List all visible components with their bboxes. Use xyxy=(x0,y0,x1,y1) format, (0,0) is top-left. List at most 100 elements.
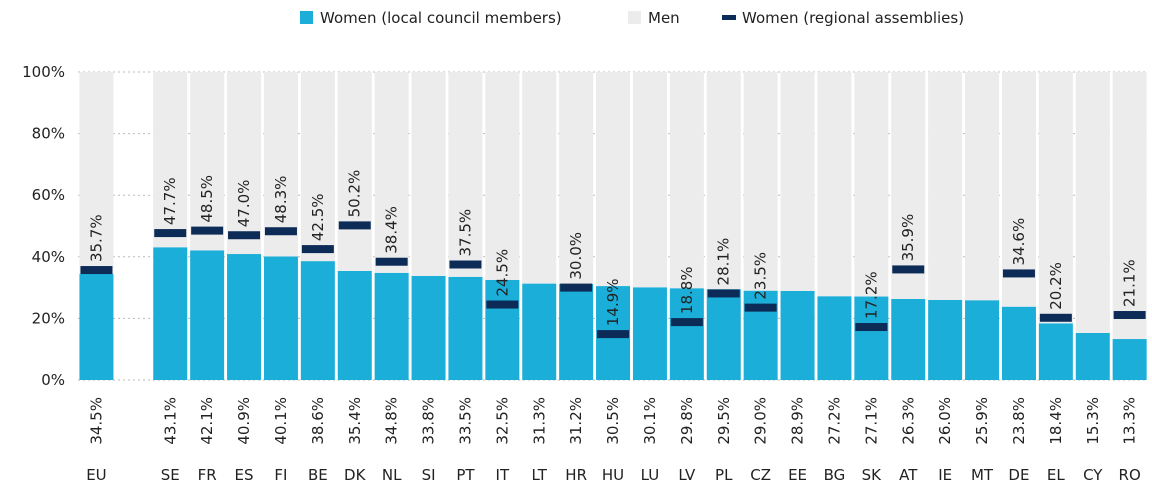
value-label: 38.4% xyxy=(383,206,401,254)
x-tick-label: LT xyxy=(532,466,548,484)
value-label: 18.4% xyxy=(1047,397,1065,445)
x-tick-label: SK xyxy=(862,466,883,484)
x-tick-label: BG xyxy=(824,466,846,484)
bar xyxy=(79,273,114,380)
value-label: 35.7% xyxy=(87,214,105,262)
value-label: 21.1% xyxy=(1121,259,1139,307)
bar xyxy=(153,72,188,248)
value-label: 35.4% xyxy=(346,397,364,445)
marker xyxy=(744,303,777,312)
bar xyxy=(632,72,667,288)
x-tick-label: DK xyxy=(344,466,367,484)
y-tick-label: 60% xyxy=(32,186,65,204)
marker xyxy=(80,266,113,275)
value-label: 33.5% xyxy=(456,397,474,445)
bar xyxy=(1075,72,1110,333)
value-label: 50.2% xyxy=(346,170,364,218)
x-tick-label: PT xyxy=(456,466,475,484)
bar xyxy=(706,72,741,290)
bar xyxy=(891,72,926,299)
x-tick-label: FR xyxy=(198,466,217,484)
x-tick-label: BE xyxy=(308,466,328,484)
bar xyxy=(153,247,188,380)
value-label: 42.1% xyxy=(198,397,216,445)
bar xyxy=(522,72,557,284)
value-label: 17.2% xyxy=(862,271,880,319)
value-label: 48.3% xyxy=(272,176,290,224)
x-tick-label: NL xyxy=(382,466,402,484)
value-label: 35.9% xyxy=(899,214,917,262)
bar xyxy=(263,72,298,257)
x-tick-label: EU xyxy=(86,466,106,484)
bar xyxy=(596,72,631,287)
x-tick-label: AT xyxy=(899,466,918,484)
bar xyxy=(965,72,1000,301)
value-label: 20.2% xyxy=(1047,262,1065,310)
marker xyxy=(301,245,334,254)
bar xyxy=(854,296,889,380)
value-label: 42.5% xyxy=(309,193,327,241)
legend-swatch xyxy=(300,11,313,24)
value-label: 34.8% xyxy=(383,397,401,445)
legend-label: Women (regional assemblies) xyxy=(742,9,964,27)
value-label: 13.3% xyxy=(1121,397,1139,445)
legend-label: Women (local council members) xyxy=(320,9,562,27)
y-tick-label: 80% xyxy=(32,125,65,143)
value-label: 32.5% xyxy=(493,397,511,445)
bar xyxy=(632,287,667,380)
bar xyxy=(965,300,1000,380)
bar xyxy=(743,72,778,291)
bar xyxy=(300,261,335,380)
legend-swatch xyxy=(628,11,641,24)
bar xyxy=(1001,72,1036,307)
y-tick-label: 0% xyxy=(41,371,65,389)
x-tick-label: HU xyxy=(602,466,624,484)
value-label: 34.5% xyxy=(87,397,105,445)
value-label: 29.0% xyxy=(752,397,770,445)
x-tick-label: IE xyxy=(938,466,952,484)
value-label: 31.2% xyxy=(567,397,585,445)
marker xyxy=(449,260,482,269)
marker xyxy=(191,226,224,235)
marker xyxy=(338,221,371,230)
y-tick-label: 40% xyxy=(32,248,65,266)
bar xyxy=(263,256,298,380)
marker xyxy=(264,227,297,236)
x-tick-label: EE xyxy=(788,466,807,484)
marker xyxy=(1002,269,1035,278)
bar xyxy=(227,254,262,380)
bar xyxy=(190,72,225,251)
value-label: 29.8% xyxy=(678,397,696,445)
bar xyxy=(79,72,114,274)
bar xyxy=(448,276,483,380)
value-label: 14.9% xyxy=(604,278,622,326)
bar xyxy=(1075,332,1110,380)
bar xyxy=(817,72,852,297)
x-tick-label: LU xyxy=(641,466,660,484)
marker xyxy=(1039,313,1072,322)
legend-swatch xyxy=(722,15,736,20)
value-label: 43.1% xyxy=(161,397,179,445)
x-tick-label: CZ xyxy=(750,466,771,484)
x-tick-label: IT xyxy=(496,466,510,484)
marker xyxy=(670,318,703,327)
bar xyxy=(1112,72,1147,340)
bar xyxy=(411,72,446,276)
x-tick-label: FI xyxy=(274,466,287,484)
legend-label: Men xyxy=(648,9,680,27)
value-label: 33.8% xyxy=(420,397,438,445)
marker xyxy=(855,323,888,332)
bar xyxy=(891,298,926,380)
value-label: 30.1% xyxy=(641,397,659,445)
bar xyxy=(1001,306,1036,380)
bar xyxy=(928,72,963,300)
value-label: 25.9% xyxy=(973,397,991,445)
value-label: 48.5% xyxy=(198,175,216,223)
marker xyxy=(375,257,408,266)
value-label: 15.3% xyxy=(1084,397,1102,445)
value-label: 28.9% xyxy=(789,397,807,445)
x-tick-label: MT xyxy=(971,466,994,484)
value-label: 31.3% xyxy=(530,397,548,445)
value-label: 27.2% xyxy=(825,397,843,445)
